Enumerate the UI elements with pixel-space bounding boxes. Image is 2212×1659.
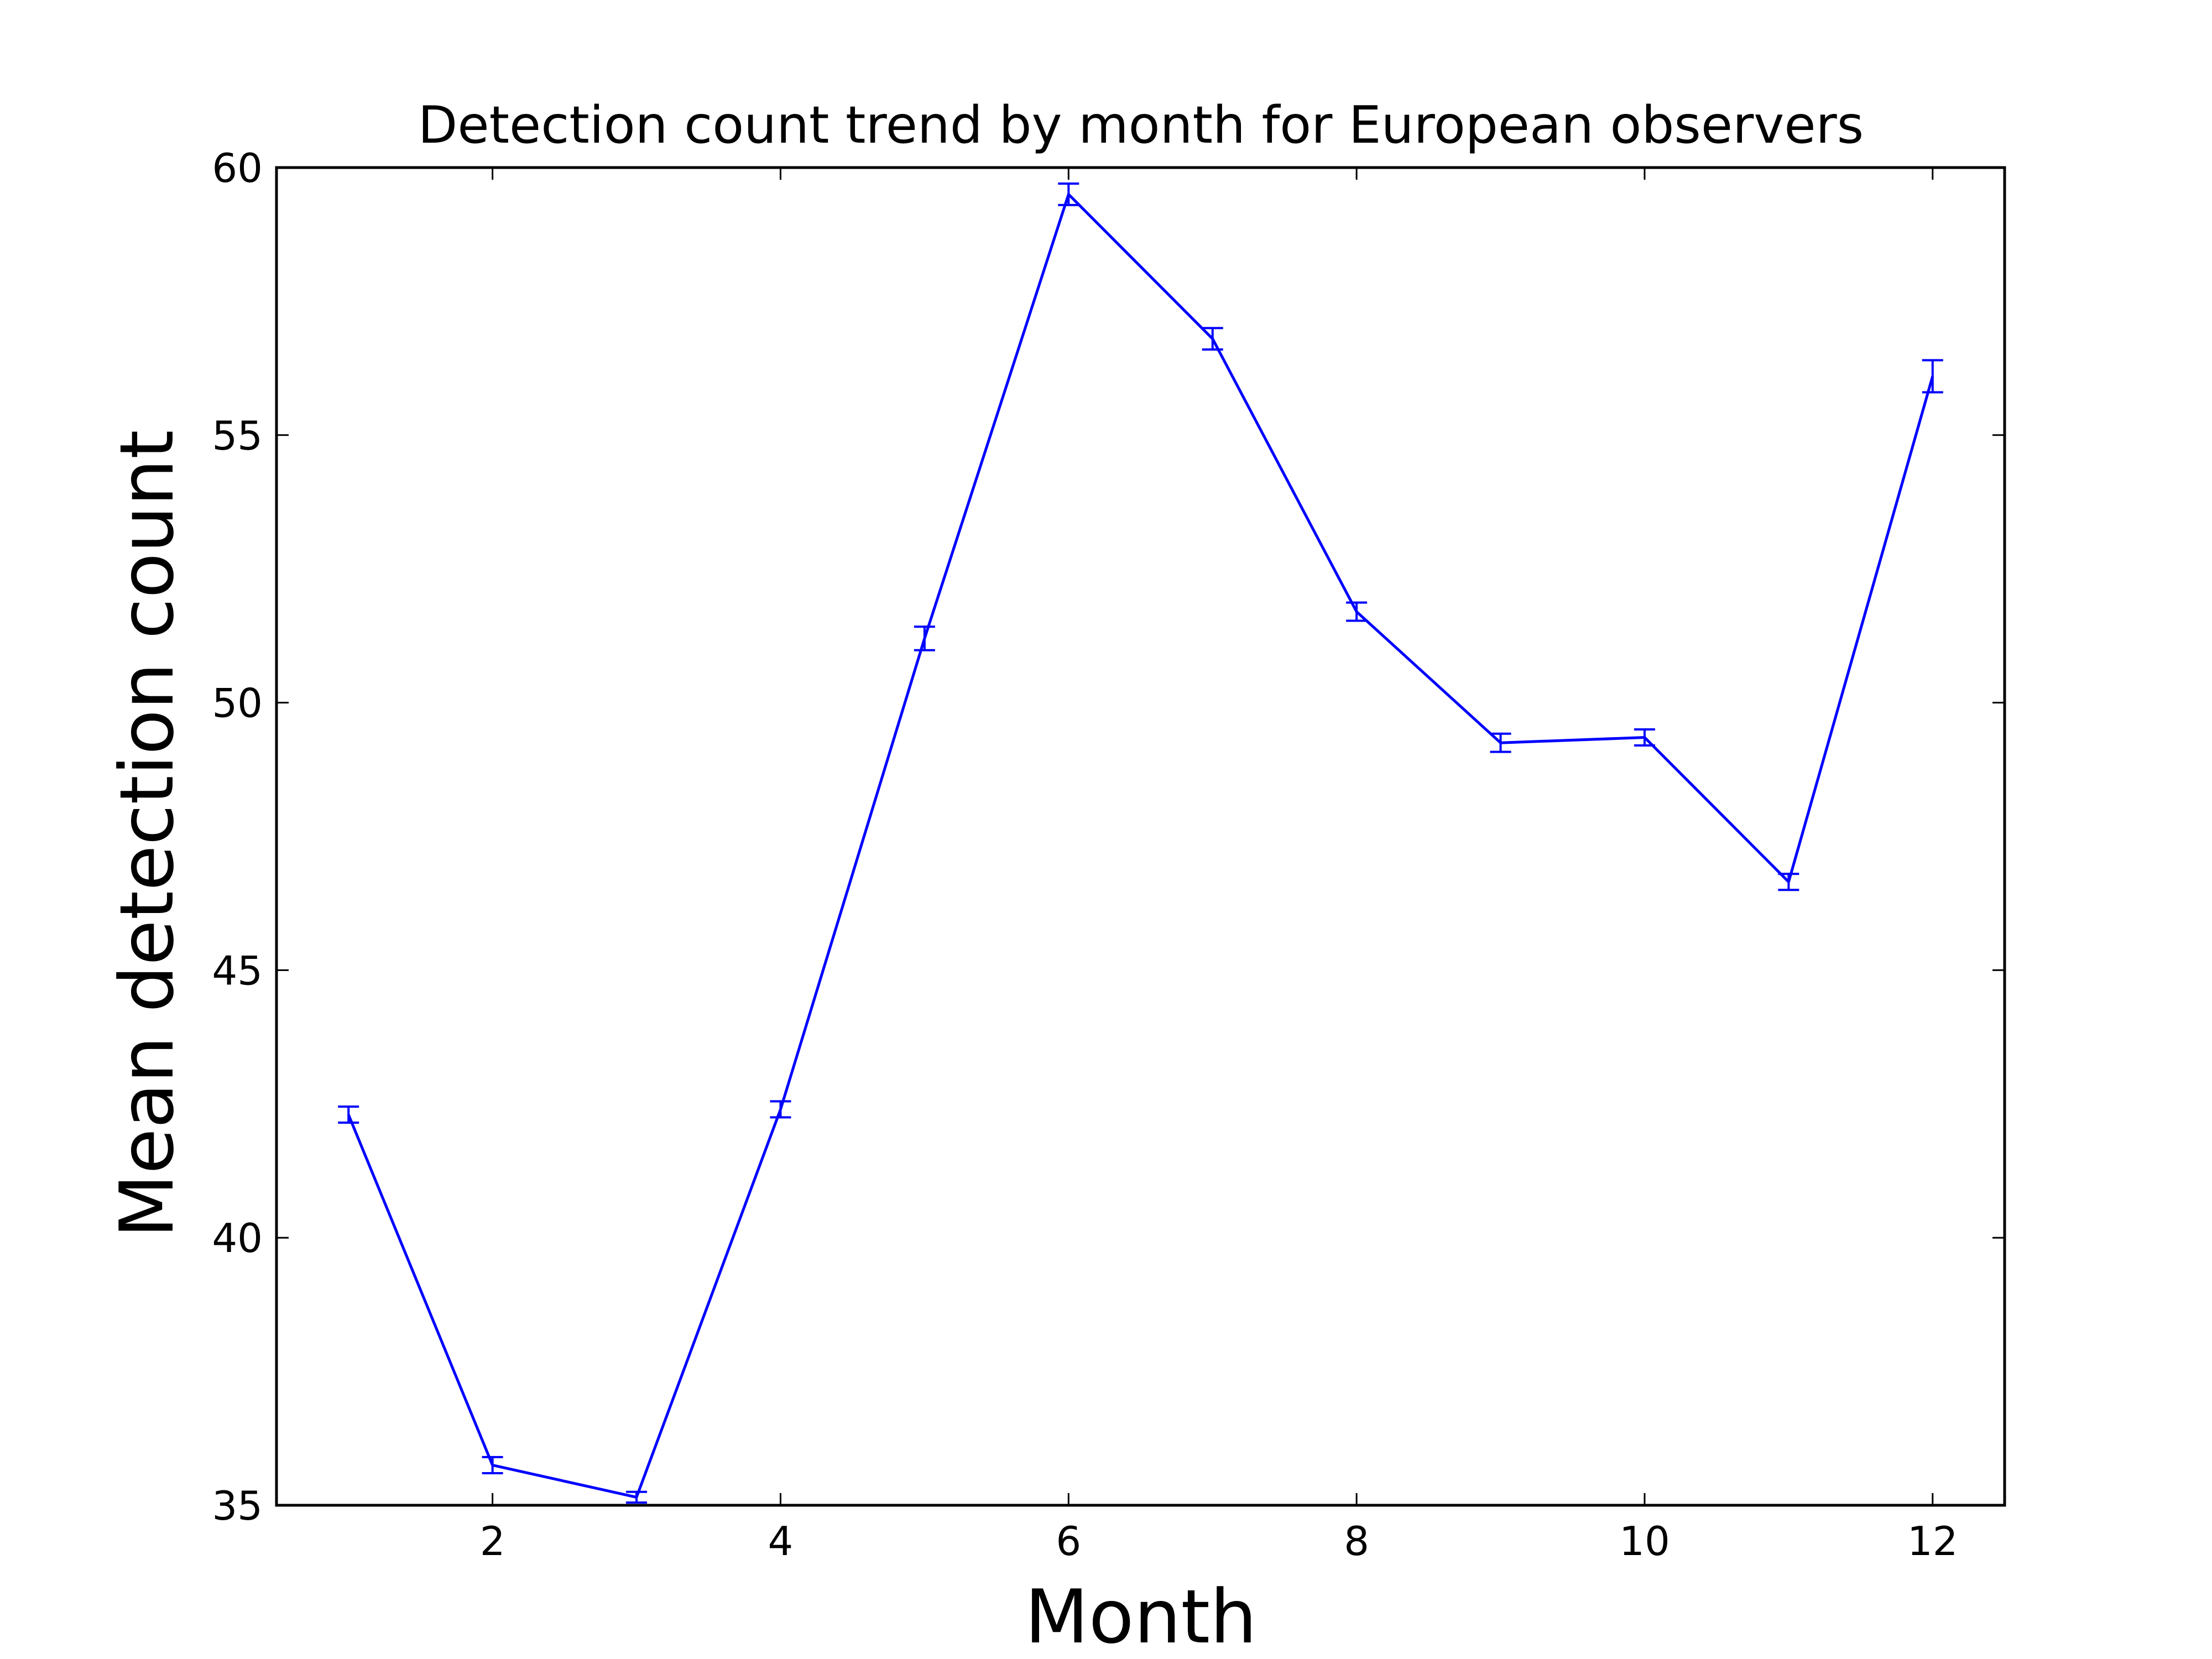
- y-tick-label: 40: [212, 1215, 263, 1261]
- data-point-error-bar: [482, 1455, 503, 1474]
- data-point-error-bar: [914, 625, 935, 651]
- data-point-error-bar: [1202, 327, 1223, 351]
- x-axis-label: Month: [1025, 1574, 1257, 1659]
- x-tick-label: 10: [1619, 1518, 1670, 1564]
- data-point-error-bar: [1346, 601, 1368, 622]
- plot-frame: [275, 166, 2006, 1507]
- y-tick-label: 35: [212, 1483, 263, 1529]
- y-axis-label: Mean detection count: [104, 430, 190, 1238]
- y-tick-label: 50: [212, 680, 263, 727]
- chart-title: Detection count trend by month for Europ…: [418, 95, 1864, 155]
- y-tick-label: 60: [212, 145, 263, 191]
- data-point-error-bar: [1490, 732, 1511, 753]
- series-line: [347, 192, 1934, 1499]
- data-point-error-bar: [1634, 728, 1655, 747]
- data-point-error-bar: [770, 1100, 791, 1119]
- x-tick-label: 2: [480, 1518, 505, 1564]
- data-point-error-bar: [338, 1105, 359, 1124]
- x-tick-label: 4: [768, 1518, 794, 1564]
- x-tick-label: 12: [1907, 1518, 1958, 1564]
- data-point-error-bar: [1922, 359, 1943, 394]
- data-point-error-bar: [1058, 182, 1079, 206]
- data-point-error-bar: [626, 1490, 648, 1504]
- data-point-error-bar: [1778, 873, 1799, 891]
- ticks-layer: 2 4 6 8 10 12 35 40 45 50 55 60: [212, 145, 2005, 1564]
- y-tick-label: 55: [212, 413, 263, 459]
- data-layer: [338, 182, 1943, 1504]
- x-tick-label: 6: [1056, 1518, 1081, 1564]
- y-tick-label: 45: [212, 947, 263, 994]
- x-tick-label: 8: [1344, 1518, 1369, 1564]
